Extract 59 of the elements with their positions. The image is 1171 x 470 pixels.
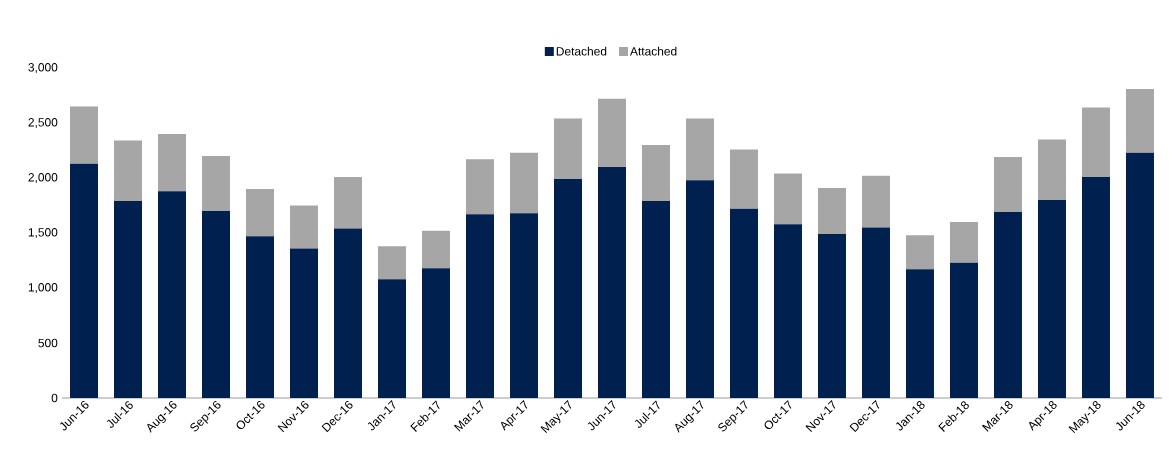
bar [246,236,274,398]
bar [114,201,142,398]
bar [70,106,98,164]
bar [861,175,890,228]
bar [377,246,406,280]
bar [993,157,1022,213]
bar [158,191,186,398]
bar [905,235,934,270]
bar [905,269,934,398]
bar [641,201,670,398]
bar [1125,88,1154,153]
bar [509,213,538,398]
bar [1081,107,1110,177]
legend-label: Attached [629,46,677,56]
bar [553,179,582,398]
bar [1037,139,1066,200]
bar [114,140,142,202]
y-tick-label: 0 [51,393,58,403]
bar [597,98,626,167]
bar [421,268,450,398]
y-tick-label: 500 [38,338,58,348]
bar [202,156,230,211]
bar [685,118,714,181]
bar [1081,176,1110,398]
bar [817,234,846,398]
bar [158,134,186,192]
bar [465,159,494,215]
bar [290,248,318,398]
y-tick-label: 1,500 [28,228,58,238]
bar [729,149,758,209]
bar [334,228,362,398]
bar [773,173,802,225]
bar [1037,200,1066,398]
bar [465,214,494,398]
y-tick-label: 2,500 [28,118,58,128]
bar [817,187,846,235]
bar [290,205,318,249]
bar [993,212,1022,398]
legend-label: Detached [556,46,607,56]
bar [949,222,978,263]
bar [729,208,758,398]
bar [421,230,450,269]
bar [246,189,274,237]
bar [597,167,626,398]
y-tick-label: 3,000 [28,63,58,73]
bar [685,180,714,398]
bar [202,211,230,398]
bar [641,145,670,202]
y-tick-label: 2,000 [28,173,58,183]
bar [553,118,582,180]
bar [949,262,978,398]
bar [509,152,538,214]
bar [70,163,98,398]
y-tick-label: 1,000 [28,283,58,293]
bar [773,224,802,398]
bar [377,279,406,398]
bar [861,227,890,398]
bar [334,176,362,229]
bar [1125,152,1154,398]
